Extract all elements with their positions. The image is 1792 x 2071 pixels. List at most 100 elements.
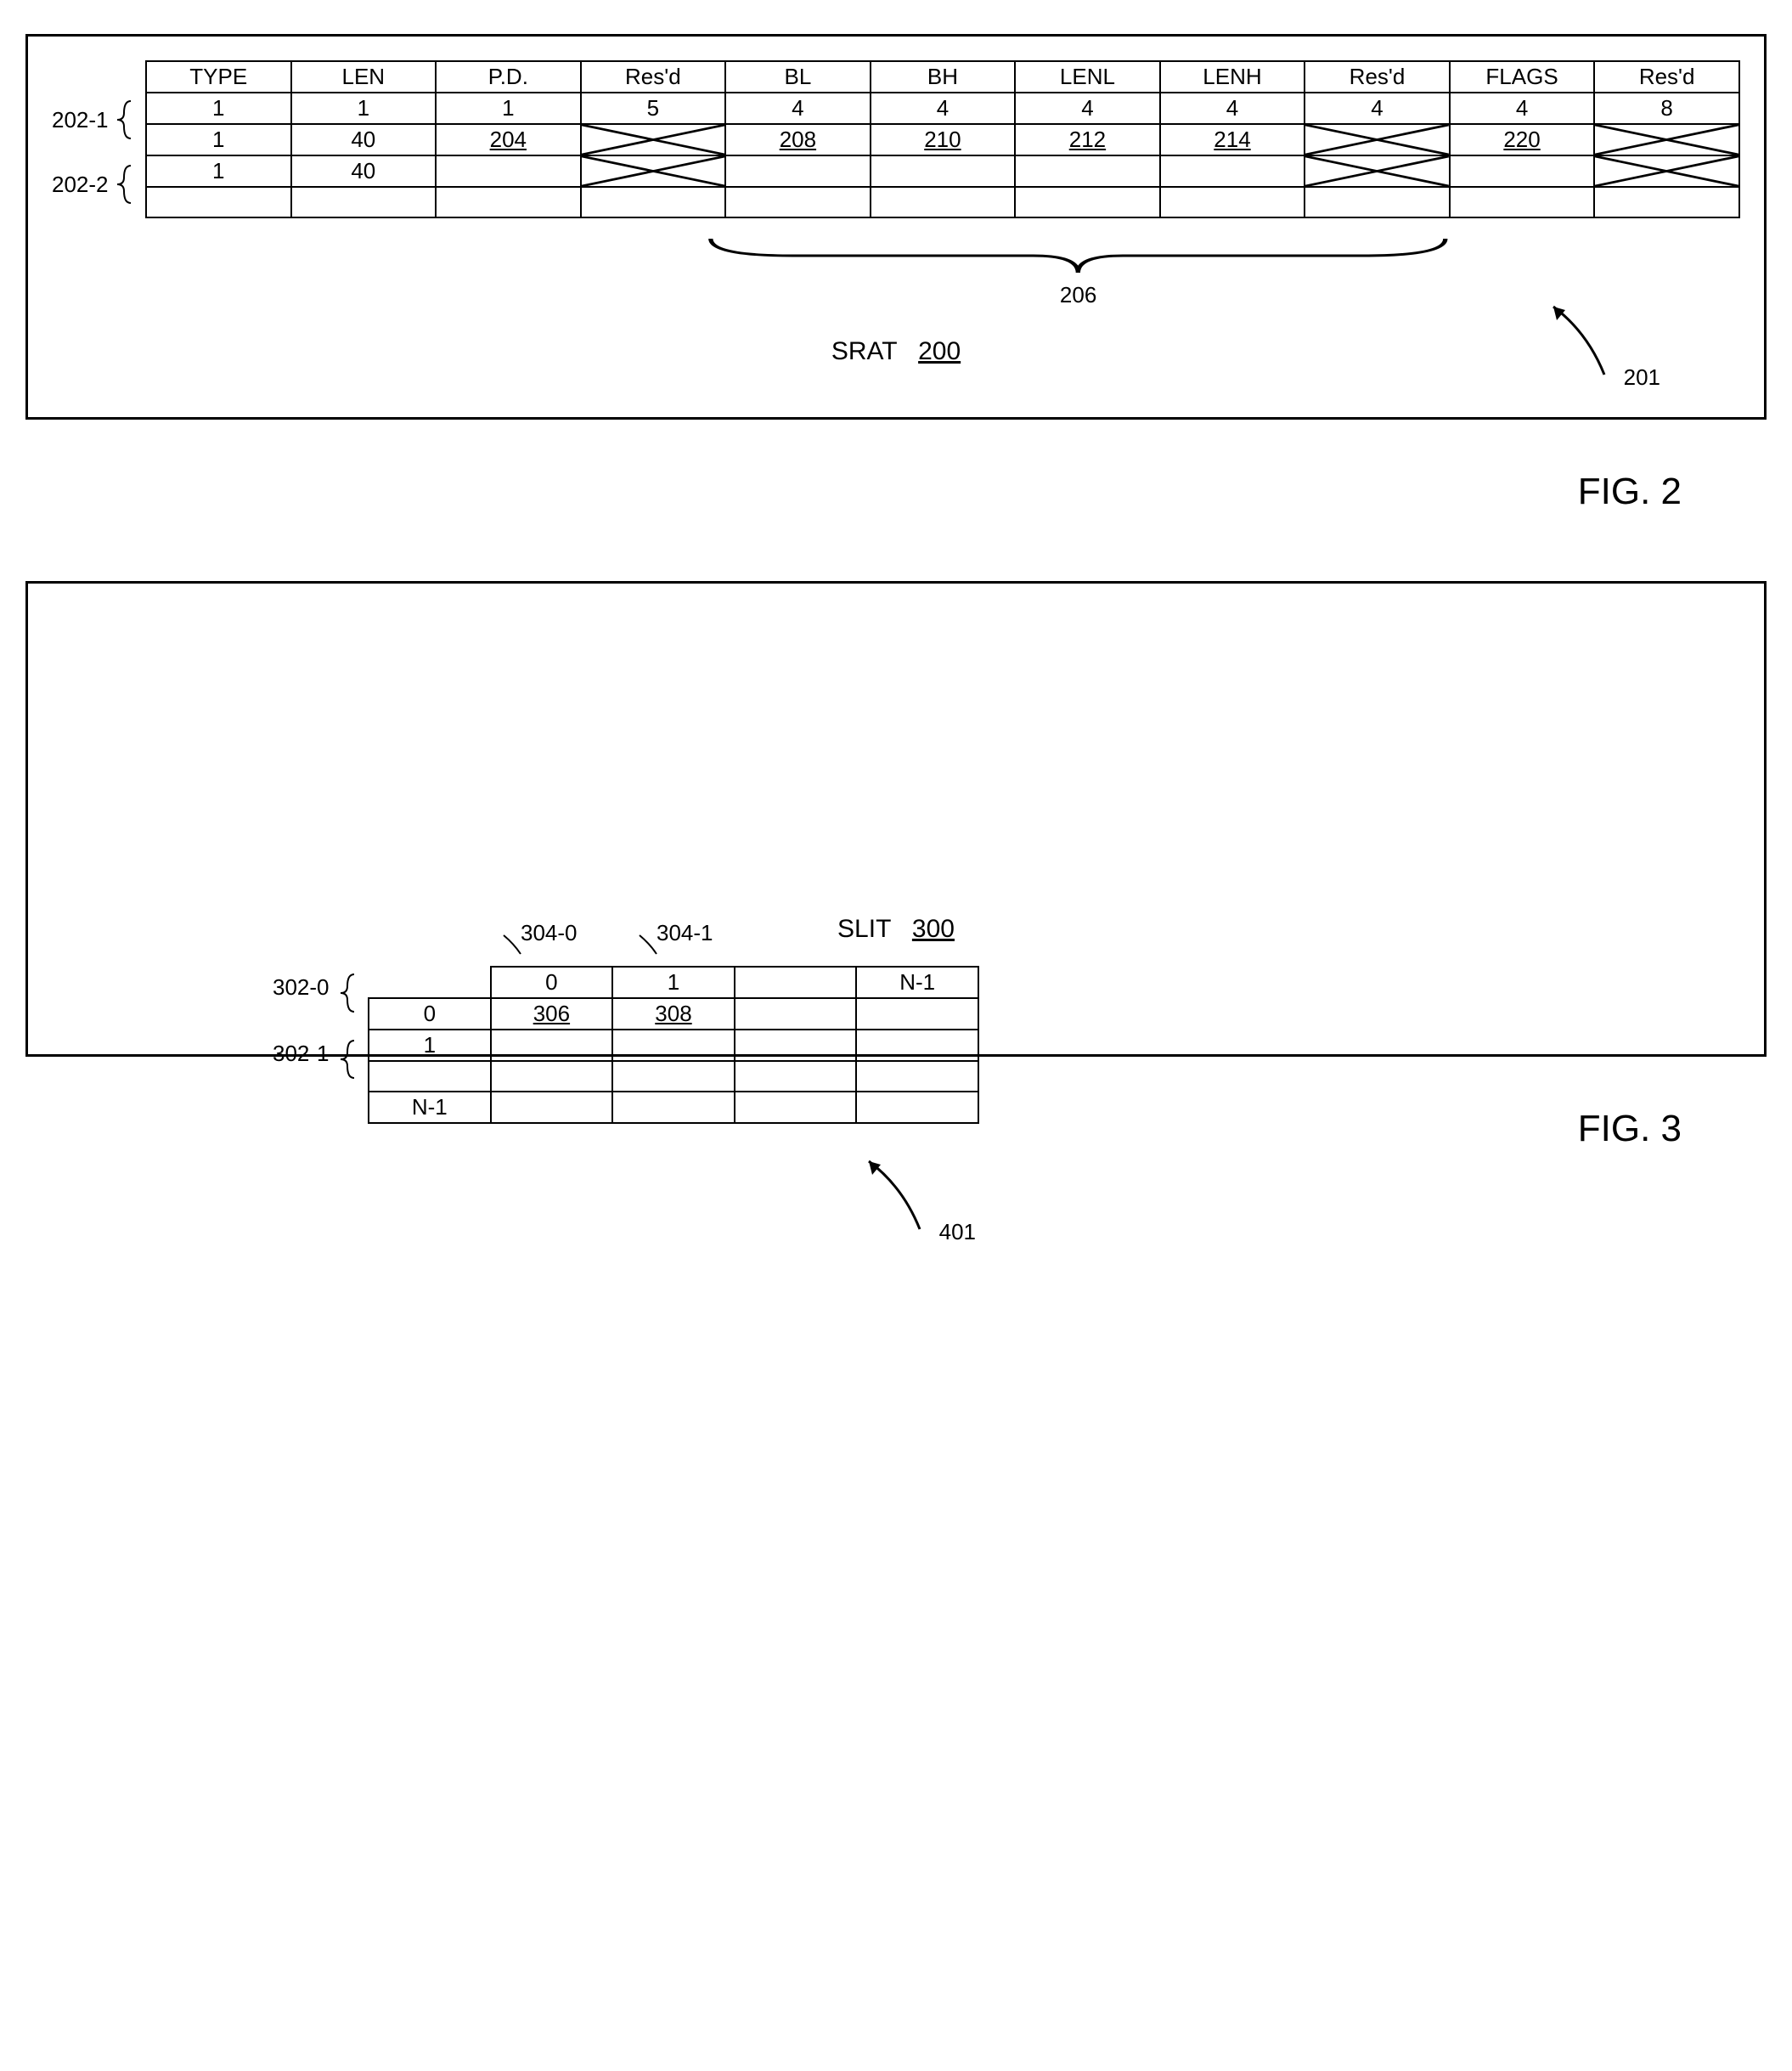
r1-c8 [1305, 124, 1450, 155]
r2-c8 [1305, 155, 1450, 187]
sr1-c0: 1 [369, 1030, 491, 1061]
r2-c4 [725, 155, 871, 187]
arrow-201-label: 201 [1624, 364, 1660, 391]
col-tick-304-1: 304-1 [657, 920, 713, 946]
r2-c9 [1450, 155, 1595, 187]
col-tick-304-0: 304-0 [521, 920, 578, 946]
r2-c6 [1015, 155, 1160, 187]
r2-c3 [581, 155, 726, 187]
arrow-201: 201 [1528, 298, 1621, 387]
sr0-c3 [735, 998, 857, 1030]
r1-c2: 204 [436, 124, 581, 155]
sh-c0 [369, 967, 491, 998]
hdr-bh: BH [871, 61, 1016, 93]
sr3-c3 [735, 1092, 857, 1123]
srat-caption-num: 200 [918, 337, 961, 365]
r1-c10 [1594, 124, 1739, 155]
size-c6: 4 [1015, 93, 1160, 124]
sr0-c1: 306 [491, 998, 613, 1030]
brace-206-label: 206 [703, 282, 1453, 308]
row-label-202-1: 202-1 [52, 107, 109, 133]
slit-table: 0 1 N-1 0 306 308 1 [368, 966, 979, 1124]
sr2-c0 [369, 1061, 491, 1092]
fig2-panel: 202-1 202-2 TYPE LEN P. [25, 34, 1767, 420]
sr1-c4 [856, 1030, 978, 1061]
r1-c5: 210 [871, 124, 1016, 155]
sr1-c1 [491, 1030, 613, 1061]
hdr-lenl: LENL [1015, 61, 1160, 93]
r2-c10 [1594, 155, 1739, 187]
sr0-c4 [856, 998, 978, 1030]
sh-c4: N-1 [856, 967, 978, 998]
slit-row-2 [369, 1061, 978, 1092]
size-c2: 1 [436, 93, 581, 124]
hdr-bl: BL [725, 61, 871, 93]
row-label-302-1: 302-1 [273, 1041, 330, 1067]
slit-row-1: 1 [369, 1030, 978, 1061]
sr1-c3 [735, 1030, 857, 1061]
r1-c9: 220 [1450, 124, 1595, 155]
r1-c6: 212 [1015, 124, 1160, 155]
size-c5: 4 [871, 93, 1016, 124]
r2-c2 [436, 155, 581, 187]
fig2-row-labels: 202-1 202-2 [52, 60, 145, 218]
brace-206: 206 [703, 234, 1453, 308]
sr3-c1 [491, 1092, 613, 1123]
slit-caption-text: SLIT [837, 915, 891, 943]
hdr-pd: P.D. [436, 61, 581, 93]
sh-c2: 1 [612, 967, 735, 998]
size-c10: 8 [1594, 93, 1739, 124]
sr2-c2 [612, 1061, 735, 1092]
sr3-c0: N-1 [369, 1092, 491, 1123]
arrow-401-label: 401 [939, 1219, 976, 1245]
sr0-c2: 308 [612, 998, 735, 1030]
arrow-401: 401 [843, 1153, 937, 1242]
srat-empty-row [146, 187, 1739, 217]
row-label-302-0: 302-0 [273, 974, 330, 1001]
slit-caption-num: 300 [912, 915, 955, 943]
sr3-c2 [612, 1092, 735, 1123]
r1-c1: 40 [291, 124, 437, 155]
sr0-c0: 0 [369, 998, 491, 1030]
r2-c5 [871, 155, 1016, 187]
srat-size-row: 1 1 1 5 4 4 4 4 4 4 8 [146, 93, 1739, 124]
size-c9: 4 [1450, 93, 1595, 124]
r2-c7 [1160, 155, 1305, 187]
size-c7: 4 [1160, 93, 1305, 124]
slit-row-0: 0 306 308 [369, 998, 978, 1030]
sh-c1: 0 [491, 967, 613, 998]
srat-caption: SRAT 200 [52, 337, 1740, 366]
hdr-resd2: Res'd [1305, 61, 1450, 93]
size-c4: 4 [725, 93, 871, 124]
hdr-flags: FLAGS [1450, 61, 1595, 93]
row-label-202-2: 202-2 [52, 172, 109, 198]
fig2-label: FIG. 2 [25, 471, 1682, 513]
size-c1: 1 [291, 93, 437, 124]
hdr-type: TYPE [146, 61, 291, 93]
hdr-lenh: LENH [1160, 61, 1305, 93]
sh-c3 [735, 967, 857, 998]
r1-c0: 1 [146, 124, 291, 155]
r1-c3 [581, 124, 726, 155]
r2-c1: 40 [291, 155, 437, 187]
srat-header-row: TYPE LEN P.D. Res'd BL BH LENL LENH Res'… [146, 61, 1739, 93]
fig3-panel: 304-0 304-1 302-0 302-1 0 1 [25, 581, 1767, 1057]
hdr-resd3: Res'd [1594, 61, 1739, 93]
srat-caption-text: SRAT [831, 337, 897, 365]
size-c0: 1 [146, 93, 291, 124]
sr3-c4 [856, 1092, 978, 1123]
sr1-c2 [612, 1030, 735, 1061]
slit-caption: SLIT 300 [62, 915, 1730, 944]
hdr-resd1: Res'd [581, 61, 726, 93]
slit-col-header: 0 1 N-1 [369, 967, 978, 998]
r2-c0: 1 [146, 155, 291, 187]
size-c8: 4 [1305, 93, 1450, 124]
r1-c7: 214 [1160, 124, 1305, 155]
srat-data-row-1: 1 40 204 208 210 212 214 220 [146, 124, 1739, 155]
hdr-len: LEN [291, 61, 437, 93]
r1-c4: 208 [725, 124, 871, 155]
srat-table: TYPE LEN P.D. Res'd BL BH LENL LENH Res'… [145, 60, 1740, 218]
sr2-c4 [856, 1061, 978, 1092]
sr2-c3 [735, 1061, 857, 1092]
size-c3: 5 [581, 93, 726, 124]
